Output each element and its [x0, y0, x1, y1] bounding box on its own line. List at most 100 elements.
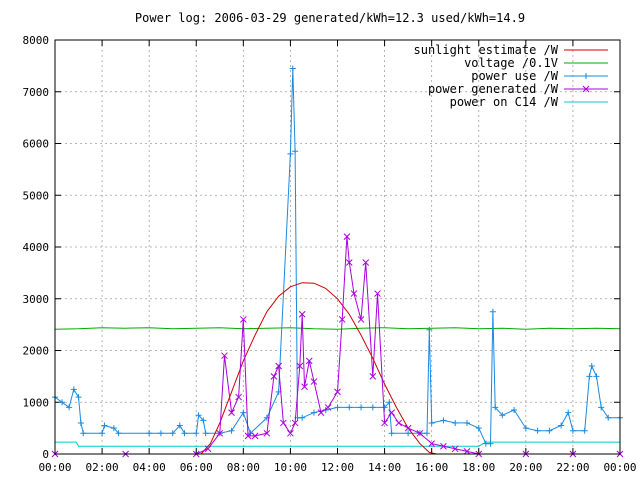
data-point [204, 445, 212, 453]
legend-label: voltage /0.1V [464, 56, 558, 70]
chart-title: Power log: 2006-03-29 generated/kWh=12.3… [135, 11, 525, 25]
data-point [451, 445, 459, 453]
data-point [59, 399, 66, 406]
data-point [280, 419, 287, 427]
data-point [362, 259, 370, 266]
data-point [463, 419, 470, 426]
y-tick-label: 0 [42, 448, 49, 461]
series-4 [51, 233, 624, 458]
series-1 [200, 282, 437, 455]
data-point [346, 404, 353, 411]
data-point [463, 448, 471, 455]
data-point [296, 362, 304, 370]
data-point [287, 429, 294, 437]
data-point [350, 290, 358, 297]
data-point [200, 417, 207, 424]
legend-marker [582, 85, 590, 93]
x-tick-label: 06:00 [180, 461, 213, 474]
x-tick-label: 14:00 [368, 461, 401, 474]
y-tick-label: 3000 [23, 293, 50, 306]
series-line [55, 236, 620, 455]
x-tick-label: 16:00 [415, 461, 448, 474]
data-point [489, 308, 496, 315]
series-line [55, 441, 620, 447]
data-point [66, 404, 73, 411]
y-tick-label: 5000 [23, 189, 50, 202]
y-tick-label: 2000 [23, 345, 50, 358]
data-point [395, 419, 403, 427]
data-point [70, 386, 77, 393]
x-axis: 00:00 02:00 04:00 06:00 08:00 10:00 12:00 14:00… [38, 40, 637, 474]
data-point [324, 404, 332, 411]
data-point [416, 429, 424, 437]
data-point [404, 424, 412, 432]
data-point [338, 316, 346, 323]
data-point [428, 419, 435, 426]
data-point [345, 259, 353, 266]
data-point [558, 422, 565, 429]
data-point [381, 419, 388, 427]
data-point [216, 429, 224, 437]
data-point [588, 363, 595, 370]
data-point [101, 422, 108, 429]
series-line [54, 327, 621, 330]
data-point [374, 290, 381, 297]
data-point [534, 427, 541, 434]
data-point [334, 388, 341, 396]
data-point [388, 409, 395, 416]
data-point [569, 427, 576, 434]
y-tick-label: 4000 [23, 241, 50, 254]
data-point [428, 440, 436, 448]
data-point [546, 427, 553, 434]
data-point [181, 430, 188, 437]
data-point [511, 407, 518, 414]
data-point [157, 430, 164, 437]
x-tick-label: 12:00 [321, 461, 354, 474]
data-point [301, 383, 308, 391]
data-point [381, 404, 388, 411]
y-tick-label: 1000 [23, 396, 50, 409]
data-point [405, 430, 412, 437]
data-point [115, 430, 122, 437]
data-point [228, 427, 235, 434]
data-point [440, 442, 447, 450]
data-point [239, 316, 247, 323]
legend-label: power generated /W [428, 82, 559, 96]
data-point [193, 430, 200, 437]
x-tick-label: 18:00 [462, 461, 495, 474]
data-point [270, 373, 278, 380]
x-tick-label: 08:00 [227, 461, 260, 474]
data-point [80, 430, 87, 437]
data-point [369, 404, 376, 411]
series-layer [51, 65, 624, 458]
data-point [202, 430, 209, 437]
data-point [310, 378, 318, 385]
y-axis: 0 1000 2000 3000 4000 5000 6000 7000 8000 [23, 34, 620, 461]
data-point [492, 404, 499, 411]
data-point [343, 233, 351, 241]
data-point [195, 412, 202, 419]
x-tick-label: 02:00 [86, 461, 119, 474]
x-tick-label: 22:00 [556, 461, 589, 474]
x-tick-label: 04:00 [133, 461, 166, 474]
data-point [221, 352, 228, 360]
data-point [310, 409, 317, 416]
data-point [240, 409, 247, 416]
data-point [299, 414, 306, 421]
data-point [334, 404, 341, 411]
data-point [317, 409, 325, 416]
data-point [386, 399, 393, 406]
data-point [369, 373, 377, 380]
data-point [565, 409, 572, 416]
data-point [292, 148, 299, 155]
series-3 [52, 65, 623, 447]
legend-label: power use /W [471, 69, 558, 83]
data-point [77, 419, 84, 426]
data-point [305, 357, 313, 365]
data-point [598, 404, 605, 411]
data-point [522, 425, 529, 432]
data-point [251, 432, 259, 440]
grid [55, 40, 620, 454]
data-point [287, 150, 294, 157]
